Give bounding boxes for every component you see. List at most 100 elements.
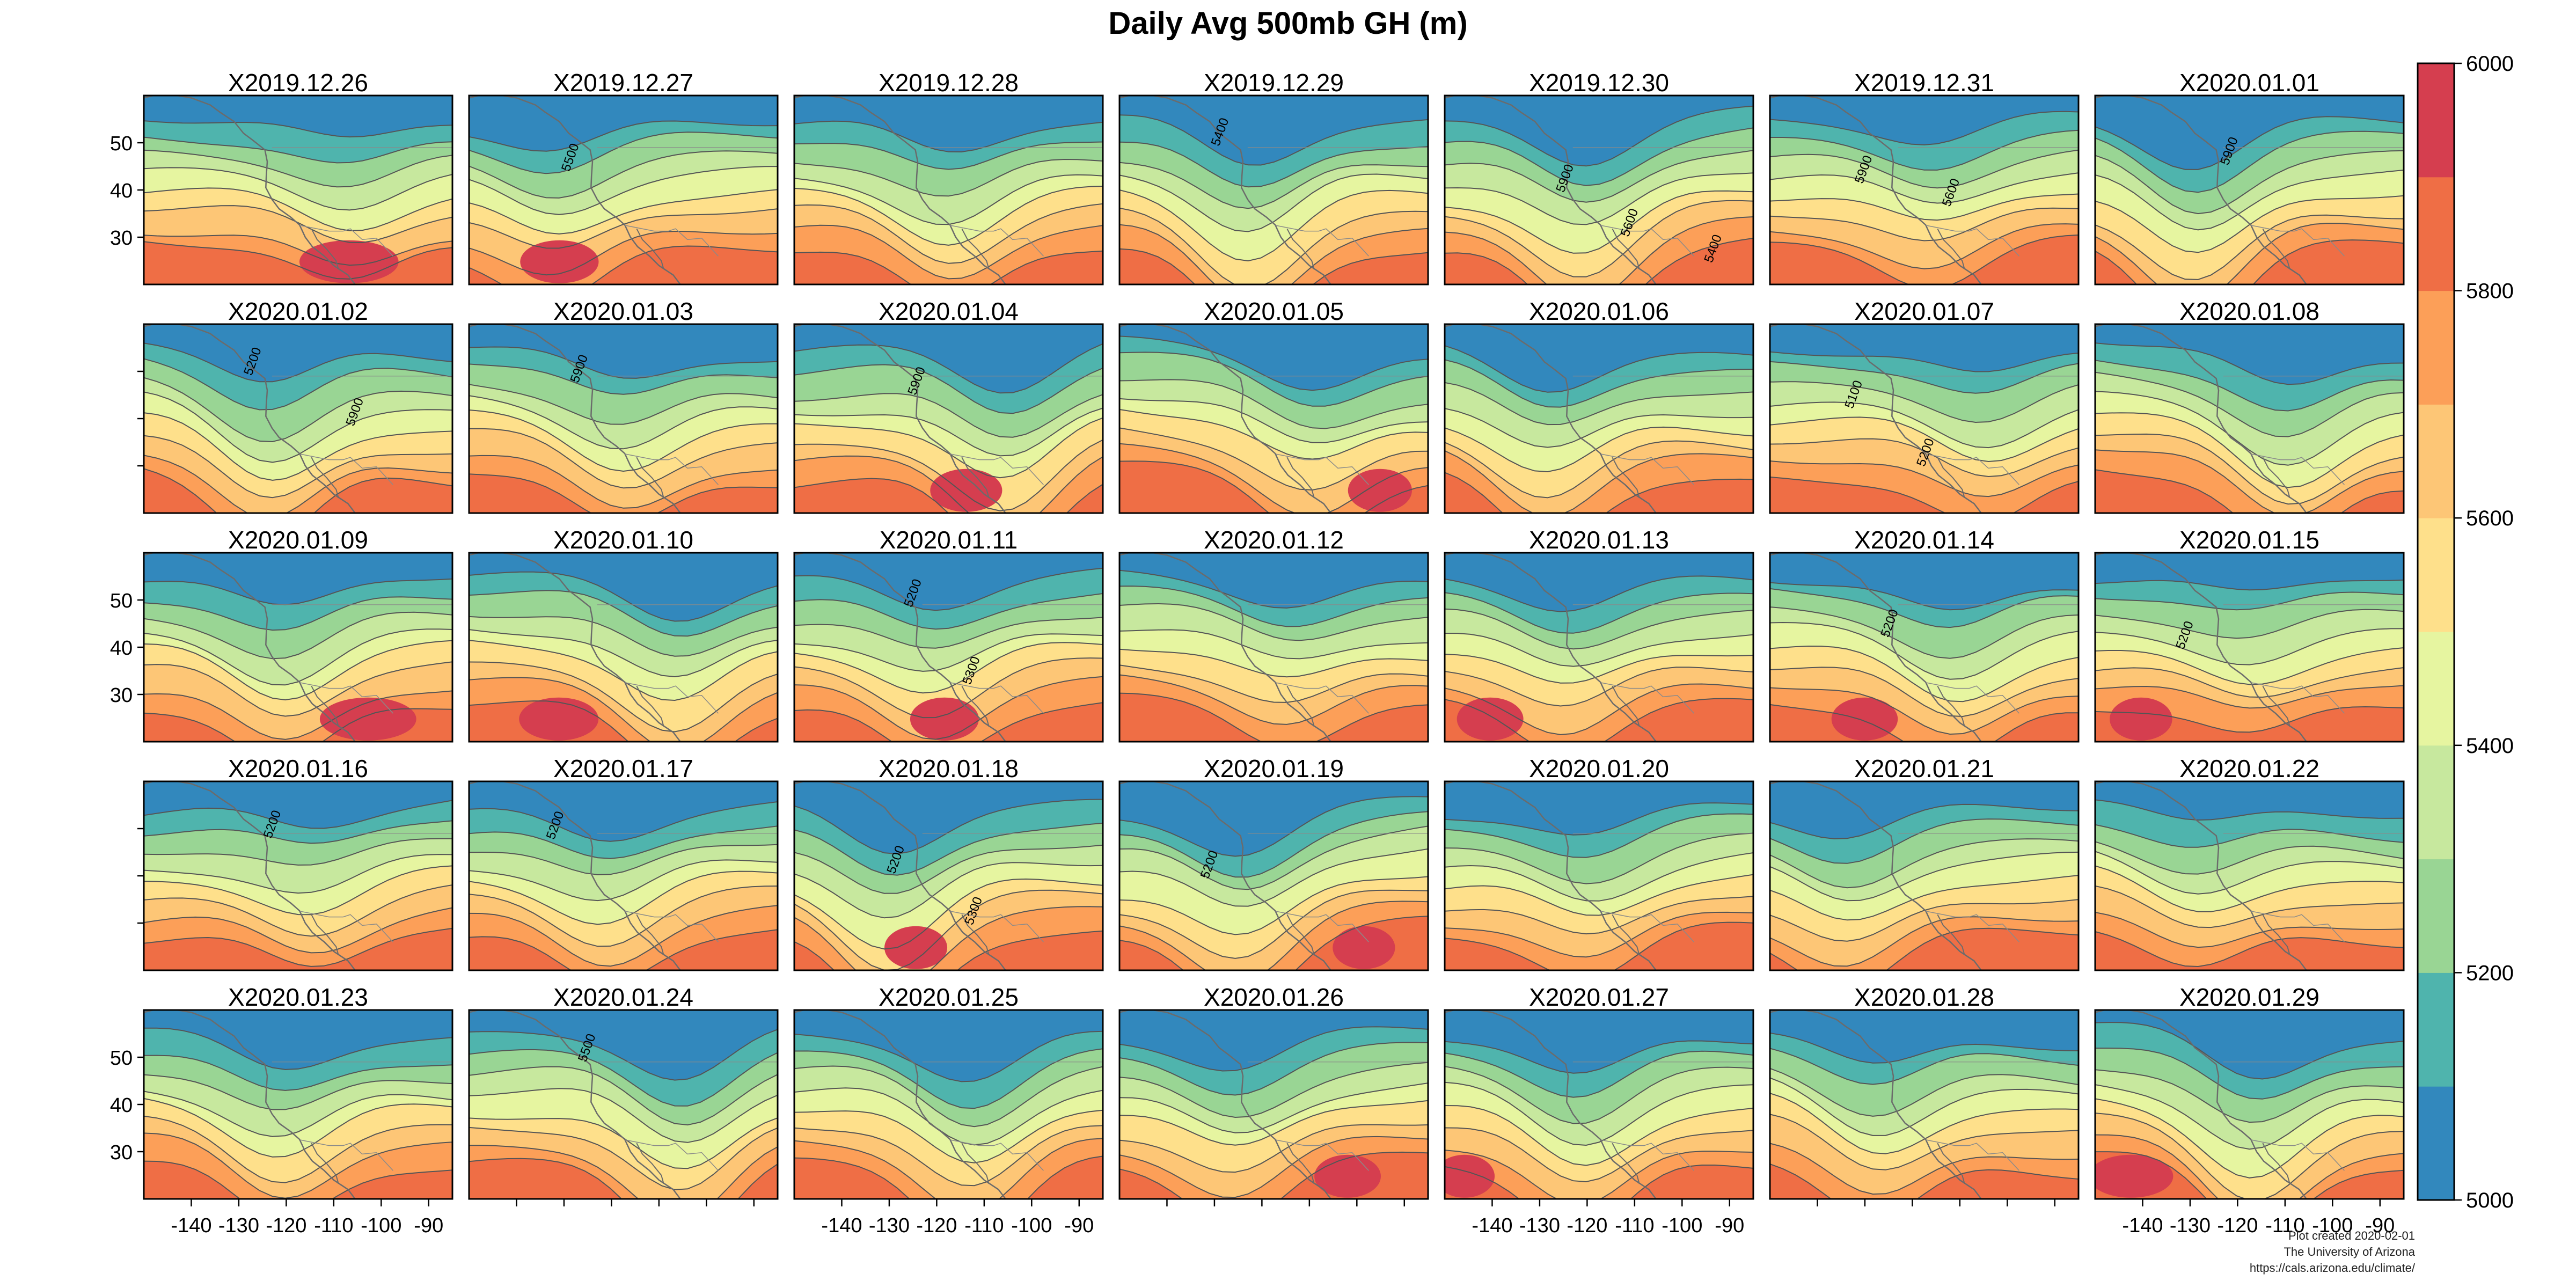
map-panel: X2020.01.06 bbox=[1444, 297, 1754, 514]
colorbar-swatch bbox=[2418, 632, 2454, 746]
colorbar: 6000 5800 5600 5400 5200 5000 bbox=[2417, 52, 2514, 1212]
panel-title: X2020.01.05 bbox=[1204, 297, 1344, 325]
x-tick-label: -100 bbox=[2312, 1214, 2353, 1237]
y-tick-label: 40 bbox=[110, 1094, 133, 1117]
x-tick-label: -100 bbox=[1011, 1214, 1052, 1237]
panel-title: X2020.01.10 bbox=[553, 526, 693, 554]
colorbar-swatch bbox=[2418, 518, 2454, 632]
map-panel: X2020.01.23 50 40 30 -140 -130 -120 -110 -100 -90 bbox=[110, 983, 453, 1237]
credit-line-1: Plot created 2020-02-01 bbox=[2288, 1229, 2415, 1242]
panel-title: X2020.01.11 bbox=[880, 526, 1018, 554]
map-panel: X2020.01.08 bbox=[2094, 297, 2405, 514]
panel-title: X2020.01.19 bbox=[1204, 755, 1344, 782]
panel-title: X2020.01.08 bbox=[2179, 297, 2319, 325]
y-tick-label: 40 bbox=[110, 180, 133, 202]
colorbar-label: 5800 bbox=[2466, 280, 2514, 303]
panel-title: X2020.01.25 bbox=[879, 983, 1019, 1011]
x-tick-label: -100 bbox=[361, 1214, 401, 1237]
panel-title: X2020.01.27 bbox=[1529, 983, 1669, 1011]
panel-title: X2020.01.20 bbox=[1529, 755, 1669, 782]
x-tick-label: -120 bbox=[266, 1214, 306, 1237]
map-panel: X2020.01.27 -140 -130 -120 -110 -100 -90 bbox=[1444, 983, 1754, 1237]
colorbar-label: 5600 bbox=[2466, 507, 2514, 530]
map-panel: X2020.01.13 bbox=[1444, 526, 1754, 743]
map-panel: X2019.12.28 bbox=[793, 69, 1104, 286]
panel-title: X2020.01.15 bbox=[2179, 526, 2319, 554]
x-tick-label: -100 bbox=[1662, 1214, 1702, 1237]
x-tick-label: -120 bbox=[2217, 1214, 2258, 1237]
credit-line-2: The University of Arizona bbox=[2284, 1245, 2415, 1258]
colorbar-swatch bbox=[2418, 290, 2454, 405]
colorbar-swatch bbox=[2418, 177, 2454, 291]
x-tick-label: -130 bbox=[218, 1214, 259, 1237]
colorbar-swatch bbox=[2418, 745, 2454, 860]
y-tick-label: 50 bbox=[110, 1047, 133, 1070]
map-panel: X2019.12.26 50 40 30 bbox=[110, 69, 453, 286]
map-panel: X2020.01.21 bbox=[1769, 755, 2080, 971]
map-panel: X2020.01.28 bbox=[1769, 983, 2080, 1206]
map-panel: X2020.01.12 bbox=[1118, 526, 1429, 743]
panel-title: X2020.01.06 bbox=[1529, 297, 1669, 325]
y-tick-label: 30 bbox=[110, 227, 133, 250]
colorbar-label: 5000 bbox=[2466, 1189, 2514, 1212]
panel-title: X2020.01.22 bbox=[2179, 755, 2319, 782]
map-panel: X2020.01.26 bbox=[1118, 983, 1429, 1206]
x-tick-label: -140 bbox=[1472, 1214, 1512, 1237]
panel-title: X2020.01.28 bbox=[1854, 983, 1994, 1011]
panel-title: X2020.01.09 bbox=[228, 526, 368, 554]
y-tick-label: 30 bbox=[110, 684, 133, 707]
colorbar-label: 5200 bbox=[2466, 961, 2514, 985]
credit-line-3: https://cals.arizona.edu/climate/ bbox=[2249, 1261, 2415, 1275]
panel-title: X2020.01.01 bbox=[2179, 69, 2319, 97]
y-tick-label: 40 bbox=[110, 637, 133, 660]
x-tick-label: -140 bbox=[2122, 1214, 2163, 1237]
panel-title: X2020.01.21 bbox=[1854, 755, 1994, 782]
colorbar-swatch bbox=[2418, 972, 2454, 1087]
map-panel: X2020.01.05 bbox=[1118, 297, 1429, 514]
y-tick-label: 50 bbox=[110, 590, 133, 612]
map-panel: X2020.01.10 bbox=[468, 526, 779, 743]
x-tick-label: -90 bbox=[1715, 1214, 1744, 1237]
colorbar-swatch bbox=[2418, 859, 2454, 973]
x-tick-label: -90 bbox=[414, 1214, 443, 1237]
x-tick-label: -110 bbox=[1615, 1214, 1654, 1237]
panel-title: X2020.01.23 bbox=[228, 983, 368, 1011]
panel-title: X2020.01.29 bbox=[2179, 983, 2319, 1011]
colorbar-label: 6000 bbox=[2466, 52, 2514, 76]
panel-title: X2020.01.16 bbox=[228, 755, 368, 782]
x-tick-label: -110 bbox=[314, 1214, 353, 1237]
map-panel: X2020.01.22 bbox=[2094, 755, 2405, 971]
panel-title: X2020.01.04 bbox=[879, 297, 1019, 325]
x-tick-label: -140 bbox=[171, 1214, 211, 1237]
map-panel: X2020.01.20 bbox=[1444, 755, 1754, 971]
panel-title: X2019.12.28 bbox=[879, 69, 1019, 97]
x-tick-label: -120 bbox=[1567, 1214, 1607, 1237]
panel-title: X2019.12.30 bbox=[1529, 69, 1669, 97]
colorbar-swatch bbox=[2418, 404, 2454, 518]
x-tick-label: -110 bbox=[964, 1214, 1004, 1237]
x-tick-label: -130 bbox=[1519, 1214, 1560, 1237]
x-tick-label: -130 bbox=[2170, 1214, 2211, 1237]
panel-title: X2020.01.17 bbox=[553, 755, 693, 782]
panel-title: X2020.01.07 bbox=[1854, 297, 1994, 325]
x-tick-label: -90 bbox=[2365, 1214, 2395, 1237]
x-tick-label: -130 bbox=[869, 1214, 910, 1237]
figure-title: Daily Avg 500mb GH (m) bbox=[1108, 6, 1468, 41]
panel-title: X2019.12.29 bbox=[1204, 69, 1344, 97]
map-panel: X2020.01.25 -140 -130 -120 -110 -100 -90 bbox=[793, 983, 1104, 1237]
